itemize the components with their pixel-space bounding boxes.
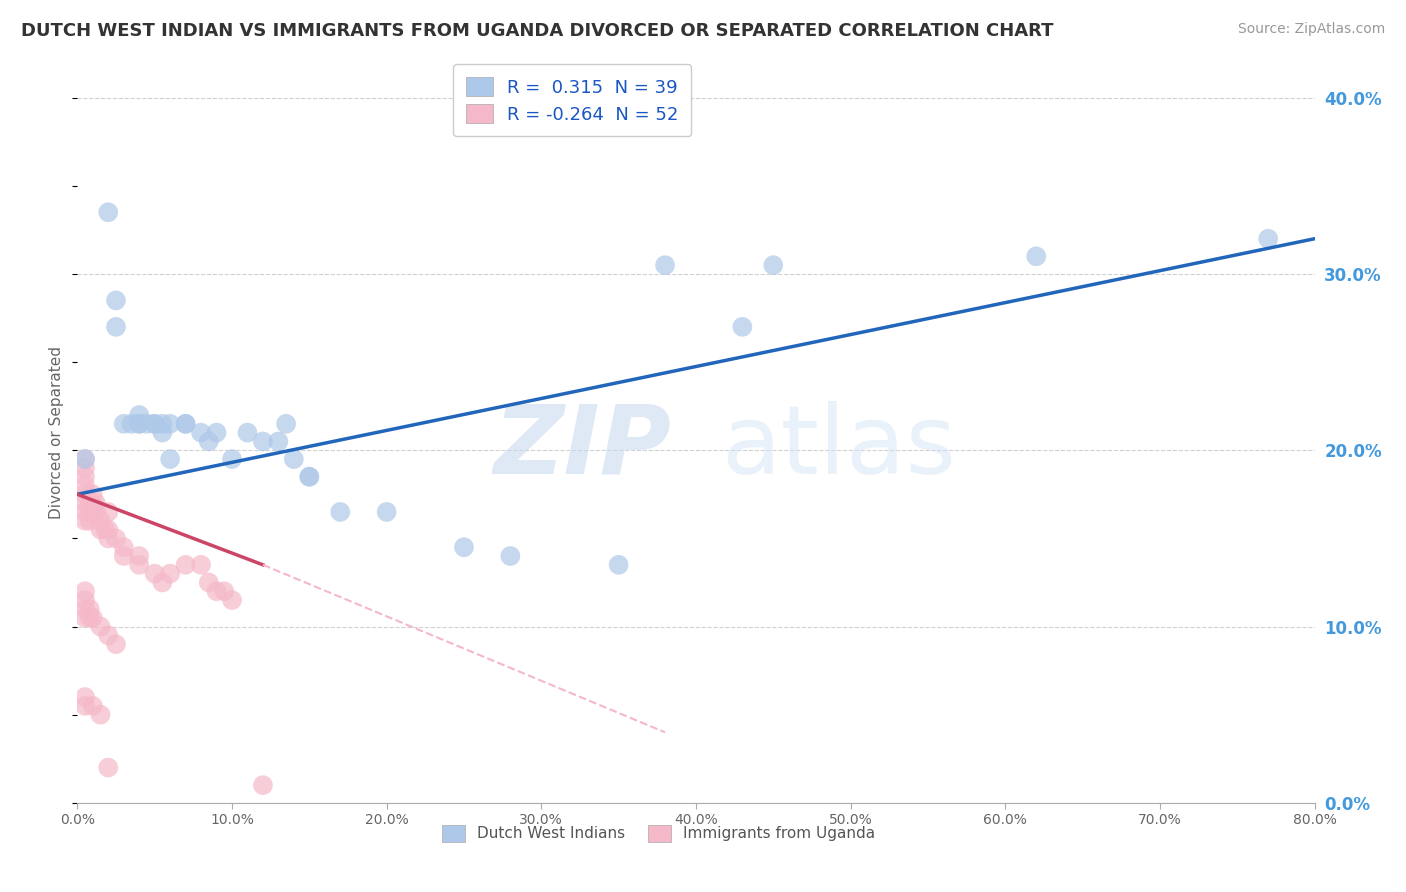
Point — [90, 523, 111, 537]
Point — [654, 258, 676, 272]
Point — [499, 549, 522, 563]
Point — [152, 575, 174, 590]
Point — [79, 602, 101, 616]
Point — [75, 496, 96, 510]
Point — [214, 584, 236, 599]
Point — [82, 487, 104, 501]
Point — [105, 637, 127, 651]
Text: ZIP: ZIP — [494, 401, 671, 494]
Point — [252, 434, 274, 449]
Point — [128, 558, 150, 572]
Point — [198, 434, 221, 449]
Point — [174, 417, 197, 431]
Point — [79, 496, 101, 510]
Point — [105, 532, 127, 546]
Point — [75, 690, 96, 704]
Point — [97, 532, 120, 546]
Point — [276, 417, 298, 431]
Legend: Dutch West Indians, Immigrants from Uganda: Dutch West Indians, Immigrants from Ugan… — [433, 815, 884, 851]
Y-axis label: Divorced or Separated: Divorced or Separated — [49, 346, 65, 519]
Point — [190, 558, 212, 572]
Point — [121, 417, 143, 431]
Point — [97, 523, 120, 537]
Point — [97, 505, 120, 519]
Text: atlas: atlas — [721, 401, 956, 494]
Point — [79, 505, 101, 519]
Point — [128, 408, 150, 422]
Point — [75, 452, 96, 467]
Point — [75, 698, 96, 713]
Point — [75, 487, 96, 501]
Point — [267, 434, 290, 449]
Point — [79, 610, 101, 624]
Point — [75, 514, 96, 528]
Point — [453, 540, 475, 554]
Point — [82, 610, 104, 624]
Point — [731, 319, 754, 334]
Point — [298, 469, 321, 483]
Point — [205, 425, 228, 440]
Point — [75, 461, 96, 475]
Point — [75, 452, 96, 467]
Point — [75, 469, 96, 483]
Point — [174, 417, 197, 431]
Point — [90, 619, 111, 633]
Point — [84, 505, 107, 519]
Point — [143, 417, 166, 431]
Point — [82, 505, 104, 519]
Point — [75, 610, 96, 624]
Point — [75, 584, 96, 599]
Point — [128, 417, 150, 431]
Point — [143, 566, 166, 581]
Point — [84, 496, 107, 510]
Point — [221, 593, 243, 607]
Point — [762, 258, 785, 272]
Point — [607, 558, 630, 572]
Point — [375, 505, 398, 519]
Point — [236, 425, 259, 440]
Point — [152, 425, 174, 440]
Point — [128, 549, 150, 563]
Point — [105, 293, 127, 308]
Point — [190, 425, 212, 440]
Point — [75, 505, 96, 519]
Point — [75, 602, 96, 616]
Point — [128, 417, 150, 431]
Point — [90, 514, 111, 528]
Point — [298, 469, 321, 483]
Point — [143, 417, 166, 431]
Point — [159, 566, 181, 581]
Point — [75, 478, 96, 492]
Text: DUTCH WEST INDIAN VS IMMIGRANTS FROM UGANDA DIVORCED OR SEPARATED CORRELATION CH: DUTCH WEST INDIAN VS IMMIGRANTS FROM UGA… — [21, 22, 1053, 40]
Point — [174, 558, 197, 572]
Point — [97, 205, 120, 219]
Point — [159, 417, 181, 431]
Point — [1257, 232, 1279, 246]
Point — [94, 523, 117, 537]
Text: Source: ZipAtlas.com: Source: ZipAtlas.com — [1237, 22, 1385, 37]
Point — [1025, 249, 1047, 263]
Point — [112, 540, 135, 554]
Point — [90, 707, 111, 722]
Point — [97, 628, 120, 642]
Point — [82, 496, 104, 510]
Point — [252, 778, 274, 792]
Point — [112, 417, 135, 431]
Point — [79, 514, 101, 528]
Point — [152, 417, 174, 431]
Point — [112, 549, 135, 563]
Point — [329, 505, 352, 519]
Point — [75, 593, 96, 607]
Point — [82, 698, 104, 713]
Point — [105, 319, 127, 334]
Point — [221, 452, 243, 467]
Point — [283, 452, 305, 467]
Point — [159, 452, 181, 467]
Point — [198, 575, 221, 590]
Point — [136, 417, 159, 431]
Point — [205, 584, 228, 599]
Point — [97, 760, 120, 774]
